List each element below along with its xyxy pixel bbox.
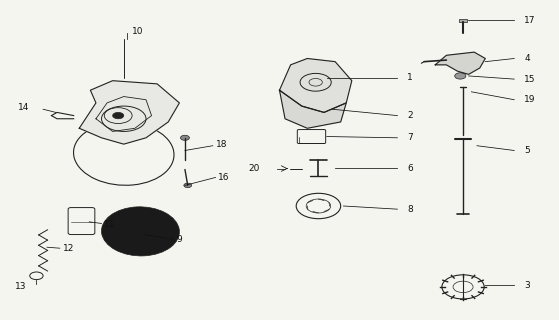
Text: 19: 19 <box>524 95 536 104</box>
Polygon shape <box>280 90 346 128</box>
Text: 14: 14 <box>18 103 30 112</box>
FancyBboxPatch shape <box>459 19 467 22</box>
Text: 10: 10 <box>132 27 144 36</box>
Text: 9: 9 <box>177 236 182 244</box>
Polygon shape <box>435 52 485 74</box>
Polygon shape <box>280 59 352 112</box>
Text: 18: 18 <box>216 140 227 149</box>
Polygon shape <box>79 81 179 144</box>
Text: 16: 16 <box>219 173 230 182</box>
Ellipse shape <box>102 207 179 256</box>
Text: 13: 13 <box>15 282 27 292</box>
Text: 5: 5 <box>524 146 530 155</box>
Circle shape <box>454 73 466 79</box>
Text: 15: 15 <box>524 75 536 84</box>
Text: 12: 12 <box>63 244 74 253</box>
Text: 6: 6 <box>408 164 413 173</box>
Text: 3: 3 <box>524 281 530 290</box>
Text: 7: 7 <box>408 133 413 142</box>
Text: 20: 20 <box>249 164 260 173</box>
Text: 17: 17 <box>524 16 536 25</box>
Circle shape <box>112 112 124 119</box>
Text: 1: 1 <box>408 73 413 82</box>
Text: 11: 11 <box>105 220 116 228</box>
Text: 2: 2 <box>408 111 413 120</box>
Text: 4: 4 <box>524 54 530 63</box>
Text: 8: 8 <box>408 205 413 214</box>
Circle shape <box>184 183 192 188</box>
Circle shape <box>181 135 190 140</box>
